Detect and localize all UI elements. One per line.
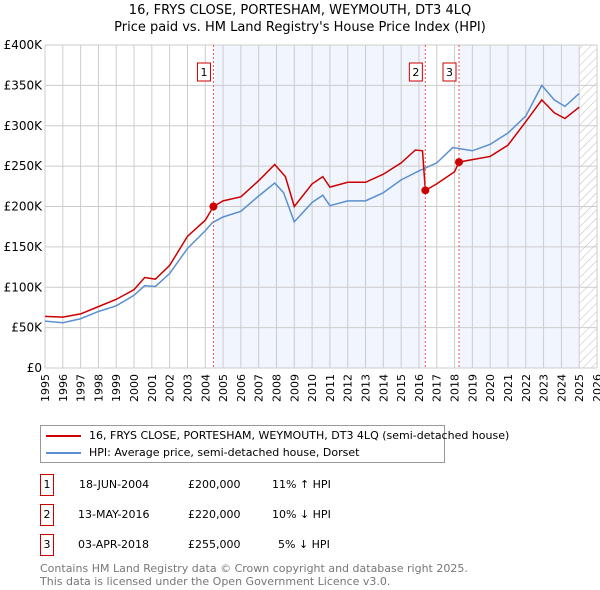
x-tick-label: 2002: [164, 374, 177, 402]
x-tick-label: 2001: [146, 374, 159, 402]
sale-date: 18-JUN-2004: [79, 478, 150, 491]
x-tick-label: 1997: [75, 374, 88, 402]
x-tick-label: 2006: [235, 374, 248, 402]
y-tick-label: £300K: [4, 119, 44, 133]
sale-marker: 2: [40, 504, 54, 526]
x-tick-label: 2004: [199, 374, 212, 402]
y-tick-label: £150K: [4, 240, 44, 254]
sale-point: [209, 202, 218, 211]
x-tick-label: 1999: [110, 374, 123, 402]
x-tick-label: 2022: [520, 374, 533, 402]
x-tick-label: 2013: [360, 374, 373, 402]
x-tick-label: 2003: [181, 374, 194, 402]
y-tick-label: £400K: [4, 38, 44, 52]
legend-red-label: 16, FRYS CLOSE, PORTESHAM, WEYMOUTH, DT3…: [89, 429, 510, 442]
series-line: [44, 84, 580, 324]
y-tick-label: £200K: [4, 200, 44, 214]
sale-row: 2 13-MAY-2016 £220,000 10% ↓ HPI: [40, 504, 440, 526]
sale-row: 1 18-JUN-2004 £200,000 11% ↑ HPI: [40, 474, 440, 496]
sale-row: 3 03-APR-2018 £255,000 5% ↓ HPI: [40, 534, 440, 556]
chart-subtitle: Price paid vs. HM Land Registry's House …: [114, 20, 486, 35]
sale-marker-box: [196, 62, 211, 82]
footer-line: Contains HM Land Registry data © Crown c…: [40, 562, 468, 575]
x-tick-label: 2011: [324, 374, 337, 402]
footer-line: This data is licensed under the Open Gov…: [40, 575, 391, 588]
x-tick-label: 2026: [591, 374, 600, 402]
x-tick-label: 2000: [128, 374, 141, 402]
sale-hpi: 10% ↓ HPI: [272, 508, 331, 521]
y-tick-label: £0: [27, 361, 42, 375]
x-tick-label: 2023: [538, 374, 551, 402]
chart-title: 16, FRYS CLOSE, PORTESHAM, WEYMOUTH, DT3…: [128, 3, 472, 18]
price-chart: 1995 1996 1997 1998 1999 2000 2001 2002 2003 2004…: [4, 38, 600, 402]
x-tick-label: 2008: [270, 374, 283, 402]
sale-price: £255,000: [188, 538, 241, 551]
sale-date: 13-MAY-2016: [78, 508, 150, 521]
x-tick-label: 2017: [431, 374, 444, 402]
sale-marker-box: [408, 62, 423, 82]
sale-price: £220,000: [188, 508, 241, 521]
y-tick-label: £250K: [4, 159, 44, 173]
sale-marker: 3: [40, 534, 54, 556]
legend: 16, FRYS CLOSE, PORTESHAM, WEYMOUTH, DT3…: [40, 425, 509, 463]
y-tick-label: £100K: [4, 280, 44, 294]
series-line: [44, 98, 580, 318]
sale-marker-box: [442, 62, 457, 82]
x-tick-label: 2015: [395, 374, 408, 402]
x-tick-label: 1995: [39, 374, 52, 402]
sale-hpi: 5% ↓ HPI: [278, 538, 330, 551]
x-tick-label: 2014: [377, 374, 390, 402]
x-tick-label: 2012: [342, 374, 355, 402]
sale-price: £200,000: [188, 478, 241, 491]
legend-blue-label: HPI: Average price, semi-detached house,…: [89, 446, 360, 459]
x-tick-label: 2016: [413, 374, 426, 402]
sale-marker: 1: [40, 474, 54, 496]
sale-marker-label: 1: [200, 66, 207, 79]
footer: Contains HM Land Registry data © Crown c…: [40, 562, 468, 588]
x-tick-label: 2007: [253, 374, 266, 402]
sale-point: [455, 158, 463, 167]
x-tick-label: 2019: [466, 374, 479, 402]
x-tick-label: 1998: [92, 374, 105, 402]
sale-marker-label: 2: [412, 66, 419, 79]
y-tick-label: £50K: [11, 321, 43, 335]
x-tick-label: 2010: [306, 374, 319, 402]
sale-marker-label: 3: [446, 66, 453, 79]
x-tick-label: 2024: [555, 374, 568, 402]
sale-date: 03-APR-2018: [78, 538, 150, 551]
sale-hpi: 11% ↑ HPI: [272, 478, 331, 491]
x-tick-label: 2025: [573, 374, 586, 402]
x-tick-label: 2020: [484, 374, 497, 402]
x-tick-label: 1996: [57, 374, 70, 402]
x-tick-label: 2021: [502, 374, 515, 402]
x-tick-label: 2009: [288, 374, 301, 402]
legend-blue-swatch: [46, 451, 81, 454]
y-tick-label: £350K: [4, 78, 44, 92]
x-tick-label: 2018: [449, 374, 462, 402]
legend-red-swatch: [46, 434, 81, 437]
sale-point: [421, 186, 430, 195]
x-tick-label: 2005: [217, 374, 230, 402]
